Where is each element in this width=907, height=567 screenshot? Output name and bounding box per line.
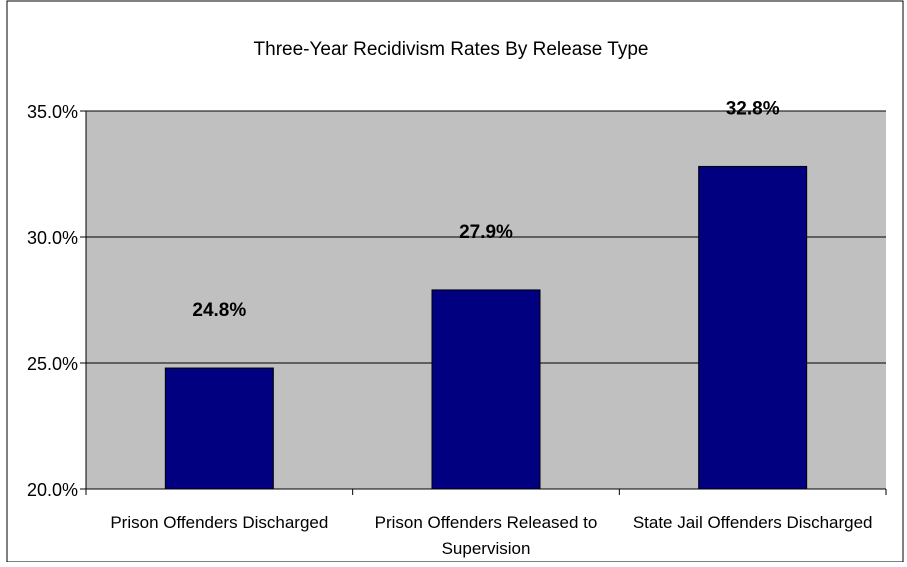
bar-1 <box>431 289 541 490</box>
y-tick-label-1: 25.0% <box>27 354 78 374</box>
y-tick-label-3: 35.0% <box>27 102 78 122</box>
category-label-0-0: Prison Offenders Discharged <box>110 513 328 532</box>
chart-marks: 24.8% Prison Offenders Discharged 27.9% Pri… <box>110 98 872 558</box>
data-label-2: 32.8% <box>726 98 780 119</box>
y-tick-label-2: 30.0% <box>27 228 78 248</box>
chart-title: Three-Year Recidivism Rates By Release T… <box>254 39 649 60</box>
bar-0 <box>164 367 274 490</box>
category-label-2-0: State Jail Offenders Discharged <box>633 513 873 532</box>
bar-2 <box>698 165 808 490</box>
category-label-1-1: Supervision <box>442 539 531 558</box>
data-label-1: 27.9% <box>459 222 513 243</box>
category-label-1-0: Prison Offenders Released to <box>375 513 598 532</box>
y-tick-label-0: 20.0% <box>27 480 78 500</box>
data-label-0: 24.8% <box>192 300 246 321</box>
